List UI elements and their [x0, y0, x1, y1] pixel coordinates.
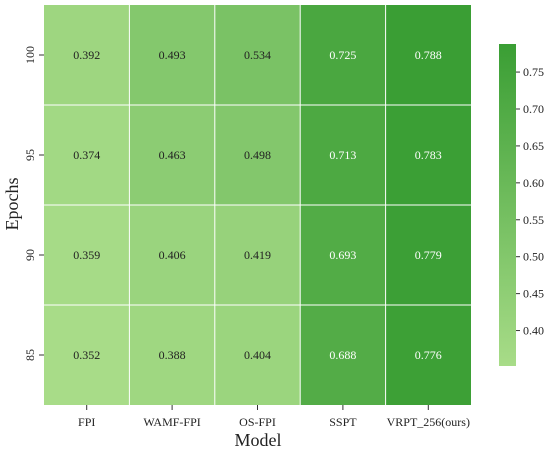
colorbar-tick-label: 0.50 [523, 250, 544, 264]
x-tick-label: FPI [78, 415, 95, 429]
cell-value-label: 0.725 [329, 48, 356, 62]
cell-value-label: 0.688 [329, 348, 356, 362]
cell-value-label: 0.783 [415, 148, 442, 162]
colorbar-tick-label: 0.40 [523, 324, 544, 338]
cell-value-label: 0.374 [73, 148, 100, 162]
heatmap-cell [300, 105, 386, 205]
heatmap-cells [44, 5, 471, 405]
colorbar-tick-label: 0.55 [523, 213, 544, 227]
heatmap-cell [300, 5, 386, 105]
heatmap-cell [385, 5, 471, 105]
cell-value-label: 0.693 [329, 248, 356, 262]
cell-value-label: 0.713 [329, 148, 356, 162]
heatmap-cell [44, 5, 130, 105]
colorbar-tick-label: 0.60 [523, 176, 544, 190]
x-tick-label: OS-FPI [239, 415, 276, 429]
heatmap-cell [300, 305, 386, 405]
colorbar-ticks: 0.40 0.45 0.50 0.55 0.60 0.65 0.70 0.75 [516, 65, 544, 338]
colorbar-tick-label: 0.75 [523, 65, 544, 79]
cell-value-label: 0.352 [73, 348, 100, 362]
x-tick-label: VRPT_256(ours) [387, 415, 470, 429]
colorbar-tick-label: 0.65 [523, 139, 544, 153]
heatmap-cell [214, 105, 301, 205]
cell-value-label: 0.419 [244, 248, 271, 262]
colorbar: 0.40 0.45 0.50 0.55 0.60 0.65 0.70 0.75 [499, 44, 544, 366]
y-tick-label: 90 [23, 249, 37, 261]
cell-value-label: 0.776 [415, 348, 442, 362]
heatmap-cell [214, 305, 301, 405]
y-tick-labels: 100 95 90 85 [23, 46, 44, 361]
cell-value-label: 0.779 [415, 248, 442, 262]
x-tick-labels: FPI WAMF-FPI OS-FPI SSPT VRPT_256(ours) [78, 405, 470, 429]
y-tick-label: 85 [23, 349, 37, 361]
cell-value-label: 0.493 [159, 48, 186, 62]
colorbar-tick-label: 0.70 [523, 102, 544, 116]
x-axis-label: Model [235, 430, 282, 450]
cell-value-label: 0.788 [415, 48, 442, 62]
cell-value-label: 0.392 [73, 48, 100, 62]
cell-value-label: 0.463 [159, 148, 186, 162]
heatmap-cell [44, 205, 130, 305]
cell-value-label: 0.406 [159, 248, 186, 262]
heatmap-gridlines [44, 5, 471, 405]
heatmap-cell [129, 5, 215, 105]
heatmap-cell [214, 205, 301, 305]
cell-value-label: 0.359 [73, 248, 100, 262]
cell-value-label: 0.534 [244, 48, 271, 62]
heatmap-cell [300, 205, 386, 305]
y-tick-label: 95 [23, 149, 37, 161]
colorbar-gradient [499, 44, 516, 366]
heatmap-cell [385, 105, 471, 205]
heatmap-cell [129, 205, 215, 305]
cell-value-label: 0.404 [244, 348, 271, 362]
cell-value-label: 0.388 [159, 348, 186, 362]
y-axis-label: Epochs [2, 178, 22, 231]
heatmap-cell [385, 305, 471, 405]
heatmap-cell [129, 305, 215, 405]
heatmap-cell [214, 5, 301, 105]
x-tick-label: WAMF-FPI [143, 415, 200, 429]
heatmap-cell [44, 305, 130, 405]
y-tick-label: 100 [23, 46, 37, 64]
x-tick-label: SSPT [329, 415, 357, 429]
heatmap-cell [44, 105, 130, 205]
heatmap-cell [129, 105, 215, 205]
heatmap-cell [385, 205, 471, 305]
cell-annotations: 0.392 0.493 0.534 0.725 0.788 0.374 0.463 0.498… [73, 48, 442, 362]
cell-value-label: 0.498 [244, 148, 271, 162]
colorbar-tick-label: 0.45 [523, 287, 544, 301]
